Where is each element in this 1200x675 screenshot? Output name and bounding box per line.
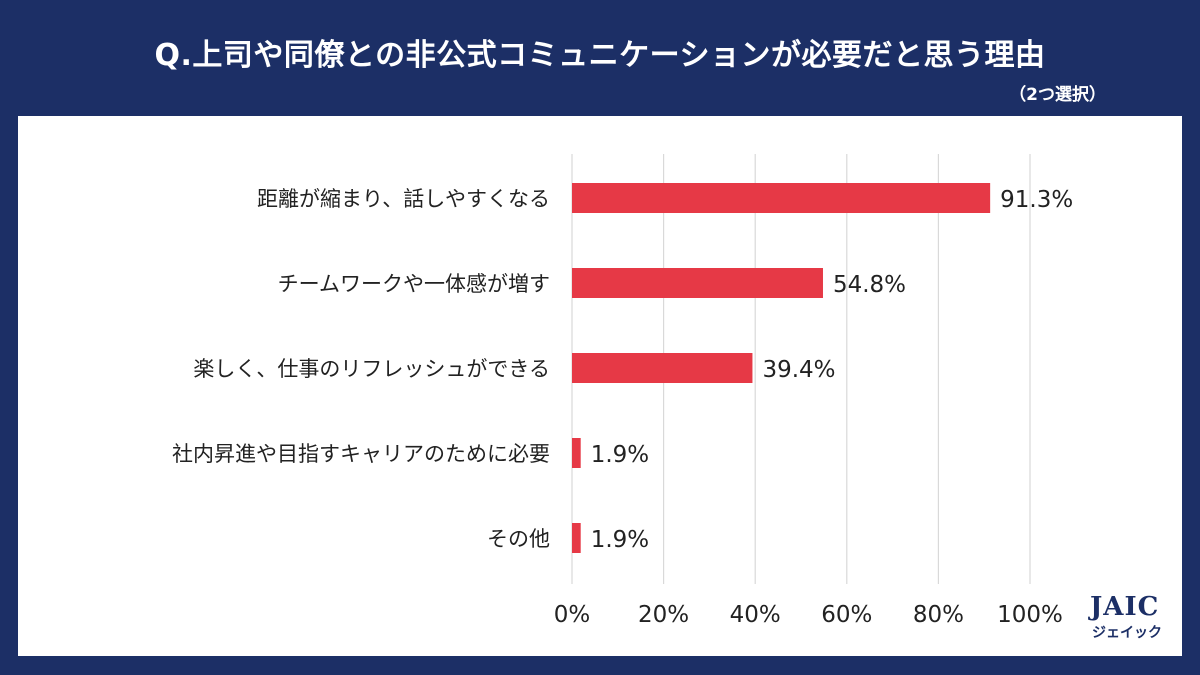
category-label-0: 距離が縮まり、話しやすくなる: [257, 187, 550, 211]
data-label-2: 39.4%: [762, 357, 835, 383]
x-tick-label-4: 80%: [913, 602, 964, 628]
x-tick-label-1: 20%: [638, 602, 689, 628]
bar-1: [572, 268, 823, 298]
category-label-1: チームワークや一体感が増す: [278, 272, 550, 296]
jaic-logo: JAIC ジェイック: [1082, 590, 1178, 646]
bar-0: [572, 183, 991, 213]
bar-4: [572, 523, 581, 553]
x-tick-label-2: 40%: [730, 602, 781, 628]
x-tick-label-5: 100%: [997, 602, 1063, 628]
data-label-4: 1.9%: [591, 527, 649, 553]
bar-2: [572, 353, 753, 383]
category-label-3: 社内昇進や目指すキャリアのために必要: [172, 442, 550, 466]
data-label-1: 54.8%: [833, 272, 906, 298]
logo-subtext: ジェイック: [1092, 625, 1162, 641]
x-tick-label-0: 0%: [554, 602, 591, 628]
data-label-0: 91.3%: [1000, 187, 1073, 213]
x-tick-label-3: 60%: [821, 602, 872, 628]
chart-panel: 0% 20% 40% 60% 80% 100% 距離が縮まり、話しやすくなる 91.3% チーム…: [18, 116, 1182, 656]
category-label-2: 楽しく、仕事のリフレッシュができる: [193, 357, 550, 381]
category-label-4: その他: [487, 527, 550, 551]
bar-3: [572, 438, 581, 468]
chart-title: Q.上司や同僚との非公式コミュニケーションが必要だと思う理由: [154, 38, 1046, 73]
data-label-3: 1.9%: [591, 442, 649, 468]
bar-chart: 0% 20% 40% 60% 80% 100% 距離が縮まり、話しやすくなる 91.3% チーム…: [172, 154, 1073, 628]
logo-text: JAIC: [1090, 592, 1160, 622]
chart-subtitle: （2つ選択）: [1009, 85, 1106, 105]
